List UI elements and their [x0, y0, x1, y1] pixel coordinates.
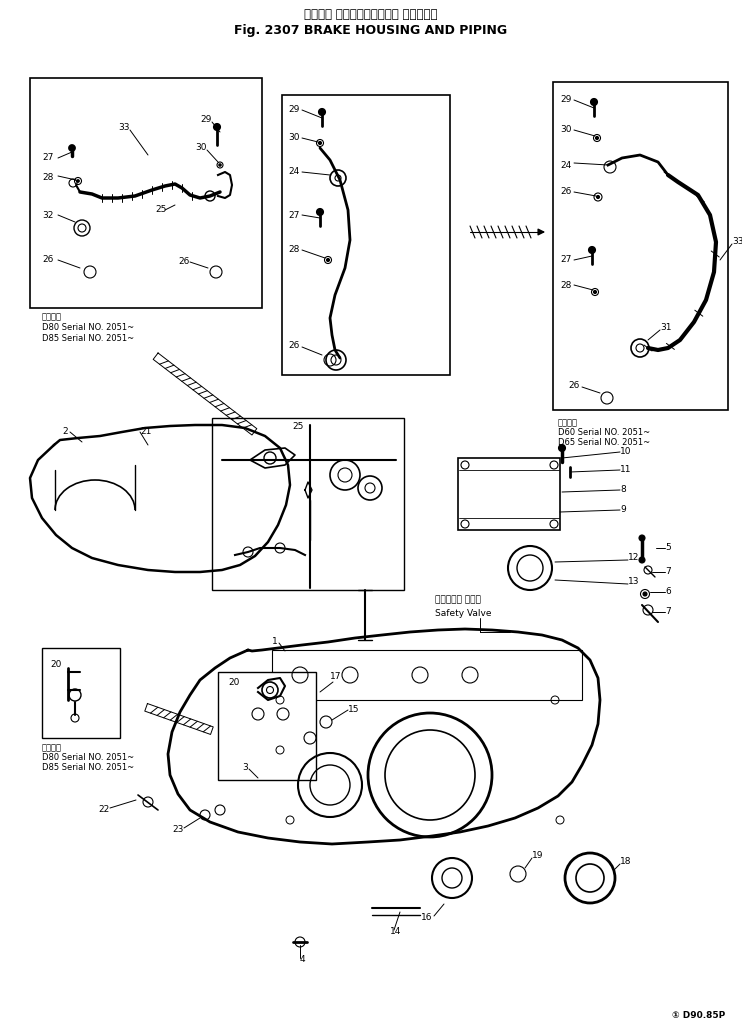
Text: 26: 26: [568, 381, 580, 390]
Bar: [272, 650, 582, 700]
Text: 24: 24: [288, 168, 299, 177]
Circle shape: [317, 209, 324, 215]
Text: ① D90.85P: ① D90.85P: [672, 1012, 725, 1020]
Text: 10: 10: [620, 448, 631, 457]
Circle shape: [68, 144, 76, 151]
Text: 6: 6: [665, 588, 671, 597]
Text: 32: 32: [42, 211, 53, 219]
Text: 3: 3: [242, 764, 248, 773]
Text: 25: 25: [155, 206, 166, 214]
Text: 25: 25: [292, 422, 303, 431]
Text: 33: 33: [118, 123, 130, 133]
Text: 31: 31: [660, 323, 672, 332]
Text: 22: 22: [98, 806, 109, 815]
Text: 29: 29: [560, 96, 571, 105]
Text: D60 Serial NO. 2051~: D60 Serial NO. 2051~: [558, 428, 650, 437]
Text: 15: 15: [348, 706, 360, 714]
Text: 9: 9: [620, 505, 626, 514]
Circle shape: [214, 123, 220, 131]
Bar: [218, 672, 316, 780]
Circle shape: [318, 108, 326, 115]
Bar: [30, 78, 262, 308]
Text: D80 Serial NO. 2051~: D80 Serial NO. 2051~: [42, 323, 134, 332]
Circle shape: [326, 258, 329, 261]
Text: 28: 28: [288, 246, 299, 254]
Text: セーフティ バルブ: セーフティ バルブ: [435, 596, 481, 604]
Text: 16: 16: [421, 914, 432, 923]
Circle shape: [639, 535, 645, 541]
Text: D65 Serial NO. 2051~: D65 Serial NO. 2051~: [558, 438, 650, 447]
Text: 11: 11: [620, 465, 631, 474]
Circle shape: [219, 164, 221, 167]
Text: 24: 24: [560, 161, 571, 170]
Text: 20: 20: [50, 660, 62, 669]
Text: 28: 28: [560, 281, 571, 289]
Text: 26: 26: [560, 187, 571, 197]
Circle shape: [76, 179, 79, 182]
Text: 7: 7: [665, 607, 671, 616]
Text: 26: 26: [178, 257, 189, 267]
Text: 26: 26: [42, 255, 53, 264]
Text: ブレーキ ハウジング　および パイピング: ブレーキ ハウジング および パイピング: [304, 8, 438, 21]
Text: 19: 19: [532, 851, 543, 859]
Circle shape: [643, 592, 647, 596]
Text: 2: 2: [62, 427, 68, 436]
Text: D85 Serial NO. 2051~: D85 Serial NO. 2051~: [42, 334, 134, 343]
Text: 30: 30: [195, 143, 206, 152]
Text: 8: 8: [620, 486, 626, 495]
Text: 適用底号: 適用底号: [558, 418, 578, 427]
Text: D85 Serial NO. 2051~: D85 Serial NO. 2051~: [42, 762, 134, 772]
Circle shape: [597, 196, 600, 199]
Text: 1: 1: [272, 638, 278, 646]
Text: D80 Serial NO. 2051~: D80 Serial NO. 2051~: [42, 753, 134, 762]
Polygon shape: [145, 704, 213, 735]
Circle shape: [596, 137, 599, 140]
Bar: [212, 418, 404, 590]
Text: 18: 18: [620, 857, 631, 866]
Text: 20: 20: [228, 678, 240, 687]
Circle shape: [588, 247, 596, 253]
Text: 5: 5: [665, 543, 671, 553]
Text: 17: 17: [330, 672, 341, 681]
Text: 33: 33: [732, 238, 742, 247]
Bar: [42, 648, 120, 738]
Circle shape: [559, 445, 565, 452]
Text: 7: 7: [665, 568, 671, 576]
Text: 30: 30: [560, 126, 571, 135]
Bar: [553, 82, 728, 410]
Text: Safety Valve: Safety Valve: [435, 608, 491, 617]
Text: 21: 21: [140, 427, 151, 436]
Circle shape: [318, 142, 321, 144]
Text: 27: 27: [42, 153, 53, 163]
Text: 29: 29: [288, 106, 299, 114]
Text: 30: 30: [288, 134, 300, 142]
Text: 28: 28: [42, 174, 53, 182]
Text: 27: 27: [560, 255, 571, 264]
Text: 13: 13: [628, 577, 640, 587]
Bar: [282, 95, 450, 375]
Text: 23: 23: [172, 825, 183, 835]
Circle shape: [591, 99, 597, 106]
Text: 12: 12: [628, 554, 640, 563]
Text: 27: 27: [288, 211, 299, 219]
Text: 26: 26: [288, 341, 299, 350]
Bar: [458, 458, 560, 530]
Text: Fig. 2307 BRAKE HOUSING AND PIPING: Fig. 2307 BRAKE HOUSING AND PIPING: [234, 24, 508, 37]
Text: 29: 29: [200, 115, 211, 125]
Polygon shape: [153, 353, 257, 435]
Circle shape: [594, 290, 597, 293]
Circle shape: [639, 557, 645, 563]
Text: 14: 14: [390, 927, 401, 936]
Text: 4: 4: [300, 956, 306, 964]
Text: 適用底号: 適用底号: [42, 312, 62, 321]
Text: 適用底号: 適用底号: [42, 743, 62, 752]
